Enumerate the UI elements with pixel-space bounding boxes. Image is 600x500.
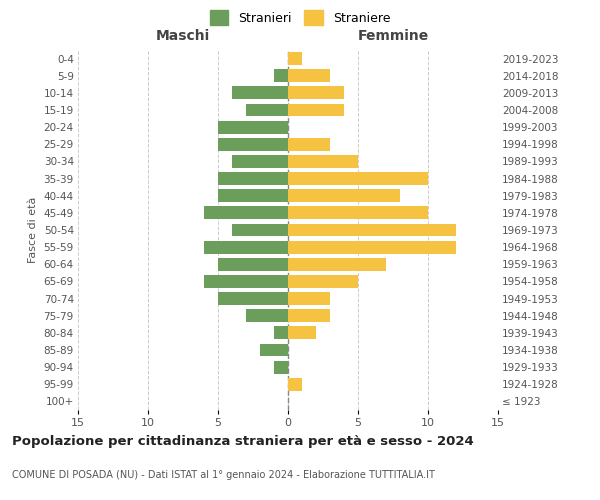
Bar [288,70,330,82]
Bar [288,275,358,288]
Bar [288,190,400,202]
Bar [288,310,330,322]
Bar [246,310,288,322]
Bar [232,155,288,168]
Bar [218,292,288,305]
Bar [218,120,288,134]
Bar [274,360,288,374]
Bar [288,104,344,117]
Bar [288,138,330,150]
Bar [246,104,288,117]
Y-axis label: Fasce di età: Fasce di età [28,197,38,263]
Bar [218,190,288,202]
Legend: Stranieri, Straniere: Stranieri, Straniere [206,6,394,29]
Bar [288,326,316,340]
Bar [288,240,456,254]
Bar [204,240,288,254]
Bar [274,326,288,340]
Bar [288,52,302,65]
Bar [218,258,288,270]
Bar [288,292,330,305]
Bar [218,138,288,150]
Bar [204,275,288,288]
Bar [260,344,288,356]
Bar [204,206,288,220]
Bar [288,224,456,236]
Text: Maschi: Maschi [156,28,210,42]
Bar [288,172,428,185]
Text: Femmine: Femmine [358,28,428,42]
Text: COMUNE DI POSADA (NU) - Dati ISTAT al 1° gennaio 2024 - Elaborazione TUTTITALIA.: COMUNE DI POSADA (NU) - Dati ISTAT al 1°… [12,470,435,480]
Bar [218,172,288,185]
Bar [232,224,288,236]
Bar [288,86,344,100]
Text: Popolazione per cittadinanza straniera per età e sesso - 2024: Popolazione per cittadinanza straniera p… [12,435,474,448]
Bar [288,258,386,270]
Bar [288,378,302,390]
Bar [274,70,288,82]
Bar [288,155,358,168]
Bar [288,206,428,220]
Bar [232,86,288,100]
